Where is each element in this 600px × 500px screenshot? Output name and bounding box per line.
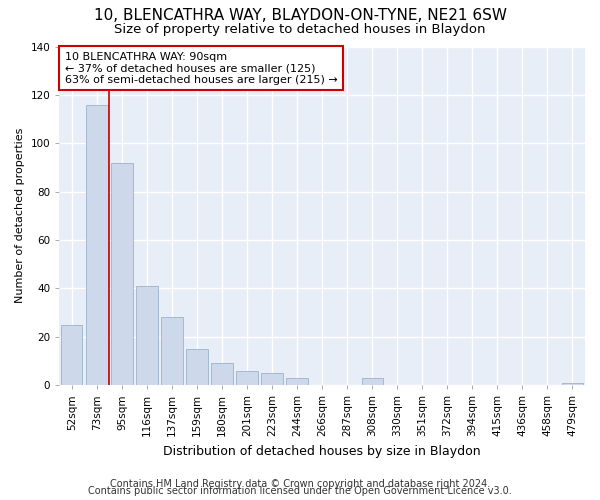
Y-axis label: Number of detached properties: Number of detached properties [15, 128, 25, 304]
Bar [262, 373, 283, 385]
Text: Contains HM Land Registry data © Crown copyright and database right 2024.: Contains HM Land Registry data © Crown c… [110, 479, 490, 489]
Bar [161, 318, 182, 385]
Text: 10, BLENCATHRA WAY, BLAYDON-ON-TYNE, NE21 6SW: 10, BLENCATHRA WAY, BLAYDON-ON-TYNE, NE2… [94, 8, 506, 22]
Bar [562, 382, 583, 385]
Bar [187, 348, 208, 385]
Bar [136, 286, 158, 385]
Text: Size of property relative to detached houses in Blaydon: Size of property relative to detached ho… [114, 22, 486, 36]
Bar [236, 370, 258, 385]
Bar [362, 378, 383, 385]
Bar [86, 104, 107, 385]
Bar [286, 378, 308, 385]
Bar [61, 324, 82, 385]
Bar [211, 364, 233, 385]
Bar [111, 162, 133, 385]
Text: 10 BLENCATHRA WAY: 90sqm
← 37% of detached houses are smaller (125)
63% of semi-: 10 BLENCATHRA WAY: 90sqm ← 37% of detach… [65, 52, 337, 85]
Text: Contains public sector information licensed under the Open Government Licence v3: Contains public sector information licen… [88, 486, 512, 496]
X-axis label: Distribution of detached houses by size in Blaydon: Distribution of detached houses by size … [163, 444, 481, 458]
